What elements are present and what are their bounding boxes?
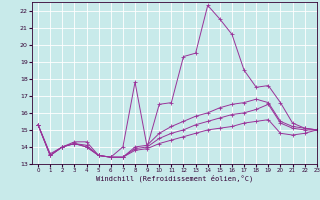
X-axis label: Windchill (Refroidissement éolien,°C): Windchill (Refroidissement éolien,°C) [96,175,253,182]
